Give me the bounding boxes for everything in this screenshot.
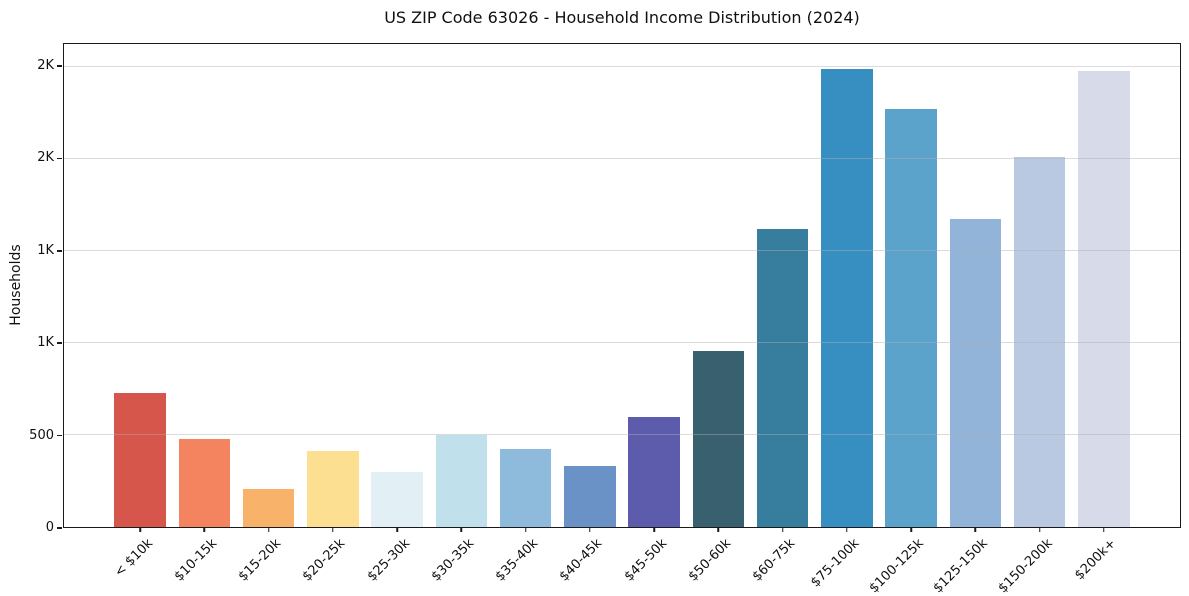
bar-100-125k [885, 109, 937, 527]
bar-75-100k [821, 68, 873, 527]
bar-slot: $60-75k [750, 44, 815, 584]
x-tick-label: $35-40k [492, 536, 542, 585]
bar-150-200k [1013, 157, 1066, 527]
bar-slot: $20-25k [300, 44, 365, 584]
y-tick-mark [57, 434, 62, 437]
bar-series: < $10k $10-15k $15-20k $20-25k $25-30k $30-35… [64, 44, 1180, 596]
x-tick-label: $45-50k [621, 536, 670, 585]
x-tick-mark [332, 527, 334, 532]
x-tick-mark [910, 527, 912, 532]
bar-slot: $50-60k [685, 44, 750, 584]
x-tick-mark [717, 527, 720, 532]
bar-slot: $45-50k [621, 44, 686, 584]
plot-area: < $10k $10-15k $15-20k $20-25k $25-30k $30-35… [63, 43, 1181, 596]
x-tick-label: $10-15k [171, 536, 220, 585]
x-tick-label: $150-200k [995, 536, 1056, 596]
x-tick-mark [396, 527, 398, 532]
bar-slot: $30-35k [428, 44, 493, 584]
y-tick-mark [57, 527, 62, 529]
x-tick-label: $75-100k [808, 536, 863, 591]
x-tick-label: $125-150k [930, 536, 991, 596]
x-tick-mark [846, 527, 848, 532]
x-tick-mark [203, 527, 206, 532]
x-tick-label: $200k+ [1072, 536, 1120, 584]
bar-slot: $200k+ [1072, 44, 1136, 583]
bar-60-75k [756, 228, 809, 527]
y-tick-label: 2K [37, 150, 54, 166]
x-tick-label: $50-60k [685, 536, 734, 585]
bar-slot: $35-40k [493, 44, 558, 584]
x-tick-mark [524, 527, 527, 532]
y-tick-label: 500 [29, 427, 54, 443]
bar-30-35k [435, 435, 488, 527]
x-tick-label: $20-25k [299, 536, 349, 585]
gridline [64, 66, 1180, 67]
bar-45-50k [628, 416, 680, 527]
x-tick-mark [653, 527, 655, 532]
gridline [64, 434, 1180, 435]
x-tick-label: $60-75k [749, 536, 799, 585]
x-tick-label: $100-125k [866, 536, 927, 596]
x-tick-mark [1103, 527, 1105, 532]
bar-10k [114, 392, 166, 527]
bar-slot: $40-45k [557, 44, 622, 584]
bar-slot: < $10k [108, 44, 172, 580]
x-tick-mark [139, 527, 141, 532]
x-tick-mark [589, 527, 591, 532]
y-tick-mark [57, 250, 62, 252]
y-tick-label: 0 [45, 520, 54, 535]
bar-125-150k [949, 218, 1002, 527]
bar-slot: $75-100k [808, 44, 879, 590]
bar-40-45k [564, 466, 616, 527]
x-tick-mark [974, 527, 977, 532]
x-tick-label: $15-20k [235, 536, 285, 585]
y-tick-mark [57, 157, 62, 160]
y-tick-label: 1K [37, 335, 54, 351]
bar-slot: $150-200k [995, 44, 1072, 596]
chart-title: US ZIP Code 63026 - Household Income Dis… [384, 8, 860, 27]
bar-50-60k [692, 351, 745, 527]
x-tick-label: $40-45k [556, 536, 606, 585]
x-tick-mark [460, 527, 463, 532]
gridline [64, 158, 1180, 159]
bar-slot: $125-150k [931, 44, 1007, 596]
bar-10-15k [178, 438, 231, 527]
y-tick-mark [57, 65, 62, 67]
bar-slot: $15-20k [236, 44, 301, 584]
y-tick-mark [57, 342, 62, 344]
bar-20-25k [307, 450, 359, 527]
bar-15-20k [242, 489, 295, 527]
y-tick-label: 2K [37, 58, 54, 74]
bar-200k [1078, 70, 1130, 527]
x-tick-label: $25-30k [364, 536, 413, 585]
bar-35-40k [499, 448, 552, 527]
x-tick-label: $30-35k [428, 536, 477, 585]
gridline [64, 342, 1180, 343]
x-tick-mark [267, 527, 270, 532]
bar-slot: $25-30k [364, 44, 429, 584]
x-tick-mark [781, 527, 784, 532]
bar-25-30k [371, 471, 423, 527]
bar-slot: $10-15k [171, 44, 236, 584]
gridline [64, 250, 1180, 251]
bar-slot: $100-125k [867, 44, 943, 596]
y-tick-label: 1K [37, 242, 54, 258]
x-tick-mark [1038, 527, 1041, 532]
x-tick-label: < $10k [111, 536, 156, 581]
